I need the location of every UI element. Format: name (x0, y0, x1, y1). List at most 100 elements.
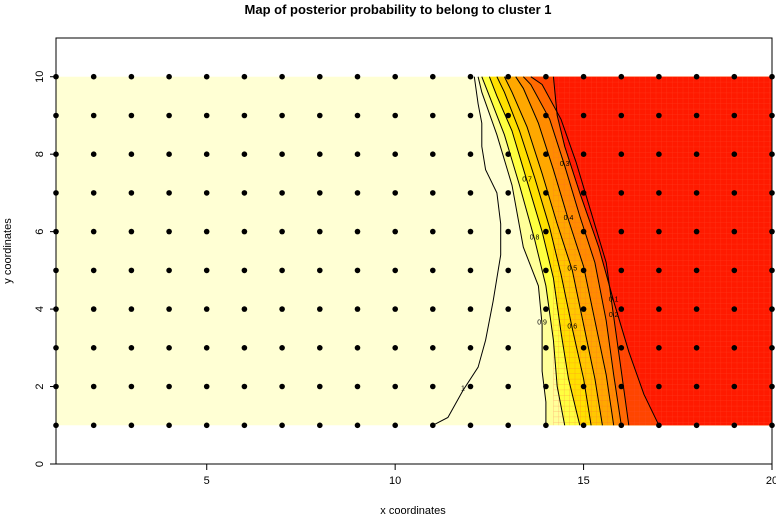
sample-point (505, 267, 512, 274)
sample-point (203, 190, 210, 196)
sample-point (731, 228, 738, 235)
y-tick-label: 6 (34, 229, 46, 235)
sample-point (354, 228, 361, 235)
sample-point (241, 383, 248, 390)
sample-point (166, 73, 172, 80)
sample-point (430, 73, 436, 80)
sample-point (543, 73, 549, 80)
sample-point (580, 422, 587, 429)
y-tick-label: 8 (34, 151, 46, 157)
sample-point (128, 267, 135, 274)
y-tick-label: 0 (34, 461, 46, 467)
sample-point (128, 383, 135, 390)
region-band-0-1 (553, 76, 772, 426)
sample-point (430, 190, 436, 196)
sample-point (580, 345, 587, 351)
sample-point (128, 112, 135, 119)
sample-point (279, 383, 285, 390)
contour-label-0-3: 0.3 (560, 161, 570, 168)
sample-point (166, 228, 172, 235)
sample-point (731, 306, 738, 312)
sample-point (656, 345, 662, 351)
sample-point (241, 112, 248, 119)
sample-point (656, 73, 662, 80)
sample-point (618, 228, 625, 235)
sample-point (241, 306, 248, 312)
sample-point (580, 306, 587, 312)
sample-point (354, 190, 361, 196)
sample-point (543, 306, 549, 312)
sample-point (279, 73, 285, 80)
sample-point (543, 383, 549, 390)
contour-line-1 (432, 76, 502, 426)
sample-point (693, 73, 700, 80)
y-axis-label: y coordinates (2, 218, 14, 284)
sample-point (241, 422, 248, 429)
sample-point (543, 151, 549, 157)
sample-point (580, 228, 587, 235)
sample-point (505, 422, 512, 429)
sample-point (128, 73, 135, 80)
sample-point (505, 306, 512, 312)
sample-point (731, 73, 738, 80)
sample-point (656, 228, 662, 235)
contour-line-0-2 (530, 76, 630, 426)
sample-point (279, 190, 285, 196)
sample-point (618, 151, 625, 157)
sample-point (618, 422, 625, 429)
sample-point (90, 112, 97, 119)
sample-point (128, 345, 135, 351)
sample-point (543, 422, 549, 429)
probability-heatmap (56, 76, 772, 426)
y-axis: 0 2 4 6 8 10 (34, 71, 56, 467)
sample-point (392, 190, 399, 196)
sample-point (317, 267, 323, 274)
sample-point (241, 267, 248, 274)
sample-point (166, 151, 172, 157)
sample-point (279, 345, 285, 351)
sample-point (90, 383, 97, 390)
sample-point (693, 422, 700, 429)
sample-point (392, 228, 399, 235)
contour-label-0-9: 0.9 (537, 320, 547, 327)
sample-point (543, 190, 549, 196)
sample-point (166, 383, 172, 390)
contour-label-0-7: 0.7 (522, 176, 532, 183)
sample-point (693, 112, 700, 119)
sample-point (317, 306, 323, 312)
sample-point (618, 267, 625, 274)
sample-point (317, 112, 323, 119)
sample-point (731, 345, 738, 351)
sample-point (241, 190, 248, 196)
sample-point (279, 228, 285, 235)
sample-point (166, 267, 172, 274)
sample-point (618, 190, 625, 196)
sample-point (279, 306, 285, 312)
contour-label-0-2: 0.2 (609, 312, 619, 319)
sample-point (543, 228, 549, 235)
sample-point (656, 267, 662, 274)
plot-frame (55, 37, 773, 465)
sample-point (580, 151, 587, 157)
sample-point (392, 112, 399, 119)
sample-point (90, 190, 97, 196)
sample-point (166, 112, 172, 119)
sample-point (467, 228, 474, 235)
sample-point (128, 190, 135, 196)
sample-point (392, 151, 399, 157)
sample-point (354, 306, 361, 312)
sample-point (128, 306, 135, 312)
sample-point (430, 151, 436, 157)
sample-point (203, 73, 210, 80)
sample-point (618, 112, 625, 119)
sample-point (317, 383, 323, 390)
sample-point (430, 228, 436, 235)
contour-label-0-6: 0.6 (567, 324, 577, 331)
sample-point (467, 422, 474, 429)
sample-point (90, 345, 97, 351)
sample-point (430, 422, 436, 429)
sample-point (354, 112, 361, 119)
sample-point (241, 228, 248, 235)
sample-point (128, 151, 135, 157)
sample-point (543, 267, 549, 274)
